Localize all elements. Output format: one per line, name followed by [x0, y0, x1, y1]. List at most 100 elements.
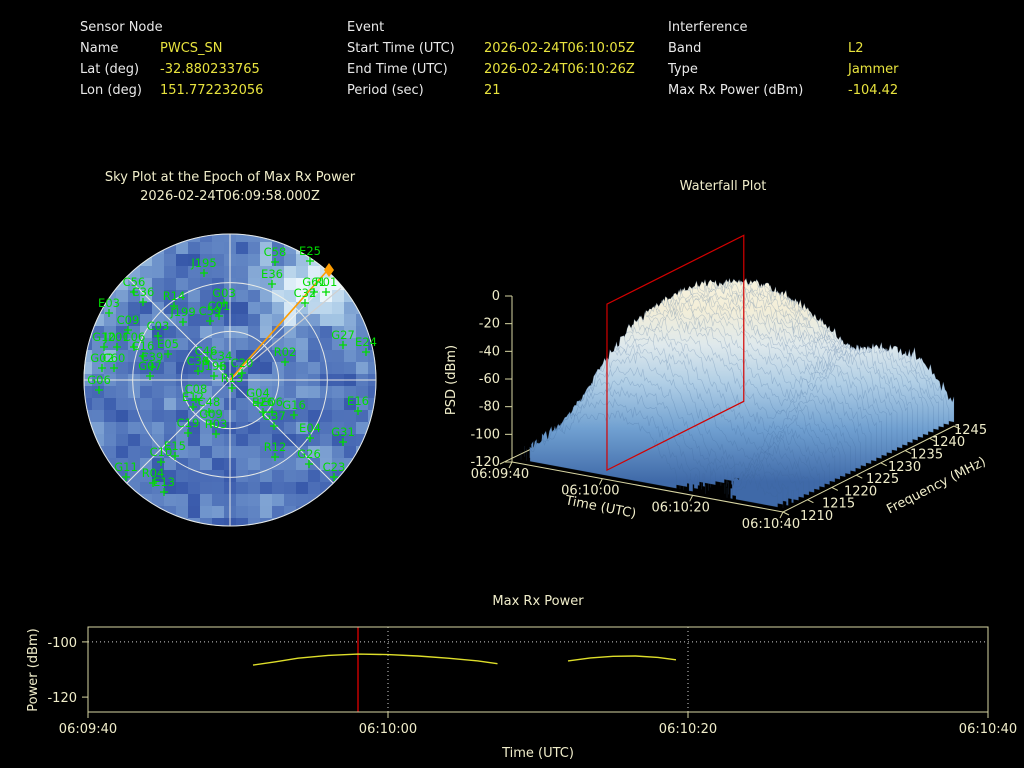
- freq-tick-label: 1240: [932, 435, 965, 450]
- satellite-label: E26: [252, 395, 274, 409]
- interference-power-value: -104.42: [848, 83, 899, 98]
- satellite-label: E13: [153, 475, 175, 489]
- satellite-E26: E26: [252, 395, 274, 416]
- satellite-label: C39: [141, 350, 164, 364]
- satellite-label: C34: [210, 349, 233, 363]
- satellite-C56: C56: [123, 275, 145, 296]
- freq-tick-label: 1215: [822, 497, 855, 512]
- satellite-label: G06: [87, 373, 111, 387]
- max-power-direction-marker: [324, 263, 334, 277]
- psd-tick-label: -80: [479, 400, 500, 415]
- satellite-C08: C08: [185, 382, 207, 403]
- satellite-C20: C20: [231, 356, 253, 377]
- event-end-value: 2026-02-24T06:10:26Z: [484, 62, 635, 77]
- satellite-marker: [189, 403, 197, 411]
- interference-power-row: Max Rx Power (dBm) -104.42: [668, 80, 898, 101]
- satellite-marker: [149, 479, 157, 487]
- satellite-label: C60: [103, 351, 126, 365]
- interference-power-label: Max Rx Power (dBm): [668, 83, 804, 98]
- satellite-C19: C19: [177, 416, 199, 437]
- satellite-label: G04: [246, 386, 270, 400]
- satellite-marker: [160, 488, 168, 496]
- satellite-marker: [330, 473, 338, 481]
- satellite-marker: [200, 269, 208, 277]
- satellite-label: C36: [132, 285, 155, 299]
- satellite-G02: G02: [90, 351, 114, 372]
- satellite-label: E25: [299, 244, 321, 258]
- sensor-name-label: Name: [80, 41, 119, 56]
- satellite-marker: [124, 326, 132, 334]
- interference-band-value: L2: [848, 41, 864, 56]
- satellite-marker: [192, 395, 200, 403]
- event-title: Event: [347, 20, 385, 35]
- satellite-label: C32: [294, 286, 317, 300]
- satellite-marker: [228, 384, 236, 392]
- satellite-marker: [202, 357, 210, 365]
- satellite-C38: C38: [187, 354, 209, 375]
- freq-tick-label: 1225: [866, 472, 899, 487]
- satellite-marker: [105, 309, 113, 317]
- satellite-marker: [310, 288, 318, 296]
- satellite-J201: J201: [103, 330, 130, 351]
- satellite-label: G09: [199, 407, 223, 421]
- satellite-label: R02: [274, 345, 297, 359]
- sensor-lon-value: 151.772232056: [160, 83, 264, 98]
- satellite-marker: [339, 438, 347, 446]
- satellite-E36: E36: [261, 267, 283, 288]
- satellite-marker: [271, 258, 279, 266]
- timeseries-grid: [88, 627, 988, 712]
- satellite-label: G03: [212, 286, 236, 300]
- satellite-marker: [238, 369, 246, 377]
- satellite-marker: [270, 422, 278, 430]
- satellite-C10: C10: [150, 445, 173, 466]
- freq-tick-label: 1220: [844, 484, 877, 499]
- satellite-G61: G61: [302, 275, 326, 296]
- sensor-node-title: Sensor Node: [80, 20, 163, 35]
- satellite-label: C01: [208, 299, 231, 313]
- satellite-label: C03: [147, 319, 170, 333]
- satellite-R01: R01: [315, 275, 337, 296]
- satellite-label: E06: [261, 395, 283, 409]
- satellite-G11: G11: [114, 460, 138, 481]
- satellite-label: R12: [264, 440, 287, 454]
- satellite-R03: R03: [205, 417, 227, 438]
- satellite-J195: J195: [190, 256, 217, 277]
- timeseries-frame: [87, 626, 989, 713]
- satellite-label: J196: [200, 359, 226, 373]
- interference-type-row: Type Jammer: [668, 59, 898, 80]
- satellite-C46: C46: [195, 344, 217, 365]
- satellite-C06: C06: [123, 330, 146, 351]
- max-rx-power-plot: -100 -120 06:09:40 06:10:00 06:10:20 06:10:40…: [26, 626, 1017, 761]
- time-tick-label: 06:10:40: [742, 517, 800, 532]
- satellite-R12: R12: [264, 440, 287, 461]
- satellite-C32: C32: [294, 286, 317, 307]
- satellite-E03: E03: [98, 296, 120, 317]
- sensor-name-row: Name PWCS_SN: [80, 38, 263, 59]
- time-tick-label: 06:10:20: [651, 500, 709, 515]
- freq-tick-label: 1235: [910, 448, 943, 463]
- satellite-G06: G06: [87, 373, 111, 394]
- sensor-lat-value: -32.880233765: [160, 62, 260, 77]
- satellite-marker: [194, 367, 202, 375]
- satellite-C03: C03: [147, 319, 170, 340]
- psd-tick-label: -120: [470, 455, 500, 470]
- event-panel: Event Start Time (UTC) 2026-02-24T06:10:0…: [347, 17, 635, 101]
- satellite-label: G31: [331, 425, 355, 439]
- satellite-label: C58: [264, 245, 287, 259]
- satellite-label: J195: [190, 256, 216, 270]
- satellite-label: C10: [150, 445, 173, 459]
- satellite-marker: [306, 434, 314, 442]
- satellite-C36: C36: [132, 285, 155, 306]
- waterfall-surface: [520, 277, 955, 508]
- satellite-label: C09: [117, 313, 140, 327]
- psd-axis-label: PSD (dBm): [444, 345, 459, 415]
- satellite-G04: G04: [246, 386, 270, 407]
- surface-slice: [520, 410, 784, 508]
- satellite-E15: E15: [164, 439, 186, 460]
- satellite-E25: E25: [299, 244, 321, 265]
- time-axis-label: Time (UTC): [501, 746, 574, 761]
- satellite-C34: C34: [210, 349, 233, 370]
- satellite-label: C06: [123, 330, 146, 344]
